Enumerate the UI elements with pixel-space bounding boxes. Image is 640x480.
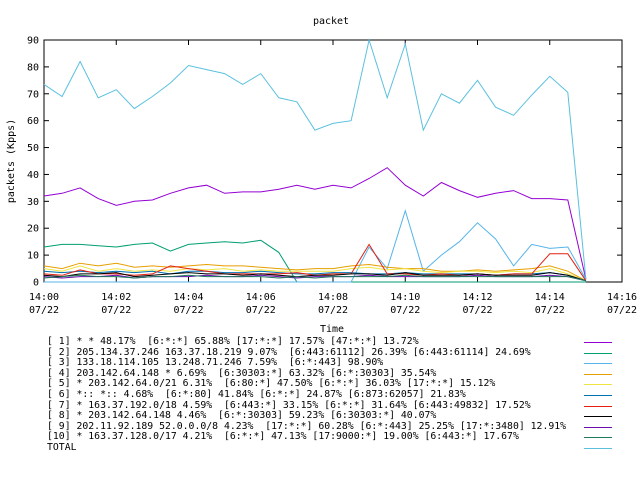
legend: [ 1] * * 48.17% [6:*:*] 65.88% [17:*:*] … (47, 336, 637, 454)
series-line-8 (43, 272, 587, 282)
y-tick-label: 20 (27, 224, 39, 235)
x-tick-date-label: 07/22 (29, 305, 59, 316)
legend-entry: [ 7] * 163.37.192.0/18 4.59% [6:443:*] 3… (47, 399, 637, 412)
y-tick-label: 30 (27, 197, 39, 208)
y-tick-label: 50 (27, 143, 39, 154)
x-tick-date-label: 07/22 (318, 305, 348, 316)
x-tick-time-label: 14:16 (607, 292, 637, 303)
legend-swatch (584, 437, 612, 439)
series-line-4 (43, 262, 587, 282)
legend-entry: [ 6] *:: *:: 4.68% [6:*:80] 41.84% [6:*:… (47, 388, 637, 401)
legend-label: [ 7] * 163.37.192.0/18 4.59% [6:443:*] 3… (47, 399, 531, 411)
legend-swatch (584, 384, 612, 386)
legend-label: [10] * 163.37.128.0/17 4.21% [6:*:*] 47.… (47, 431, 519, 443)
legend-swatch (584, 363, 612, 365)
y-tick-label: 10 (27, 251, 39, 262)
x-tick-date-label: 07/22 (101, 305, 131, 316)
x-tick-time-label: 14:08 (318, 292, 348, 303)
series-line-3 (44, 208, 587, 283)
legend-label: [ 8] * 203.142.64.148 4.46% [6:*:30303] … (47, 410, 437, 422)
x-tick-time-label: 14:10 (390, 292, 420, 303)
x-tick-date-label: 07/22 (246, 305, 276, 316)
legend-label: [ 6] *:: *:: 4.68% [6:*:80] 41.84% [6:*:… (47, 388, 466, 400)
y-axis-label: packets (Kpps) (6, 119, 17, 203)
legend-swatch (584, 447, 612, 449)
y-tick-label: 90 (27, 36, 39, 47)
series-lines (43, 38, 587, 283)
legend-entry: [ 9] 202.11.92.189 52.0.0.0/8 4.23% [17:… (47, 420, 637, 433)
x-tick-time-label: 14:04 (173, 292, 203, 303)
x-tick-time-label: 14:12 (462, 292, 492, 303)
legend-swatch (584, 426, 612, 428)
series-line-1 (43, 167, 587, 280)
series-line-11 (43, 38, 587, 280)
legend-swatch (584, 342, 612, 343)
legend-swatch (584, 405, 612, 407)
y-tick-label: 60 (27, 116, 39, 127)
legend-label: [ 5] * 203.142.64.0/21 6.31% [6:80:*] 47… (47, 378, 496, 390)
x-tick-time-label: 14:06 (246, 292, 276, 303)
legend-entry: [ 8] * 203.142.64.148 4.46% [6:*:30303] … (47, 410, 637, 422)
series-line-10 (43, 274, 587, 282)
legend-entry: TOTAL (47, 441, 637, 454)
y-tick-label: 80 (27, 62, 39, 73)
y-axis-ticks: 0 10 20 30 40 50 60 70 80 90 (27, 36, 622, 289)
x-tick-time-label: 14:14 (535, 292, 565, 303)
legend-entry: [ 5] * 203.142.64.0/21 6.31% [6:80:*] 47… (47, 379, 637, 390)
x-axis-ticks: 14:00 07/22 14:02 07/22 14:04 07/22 14:06 07/22… (29, 40, 637, 316)
x-tick-time-label: 14:00 (29, 292, 59, 303)
legend-swatch (584, 394, 612, 396)
legend-swatch (584, 352, 612, 354)
x-tick-date-label: 07/22 (535, 305, 565, 316)
legend-label: TOTAL (47, 441, 77, 453)
legend-entry: [10] * 163.37.128.0/17 4.21% [6:*:*] 47.… (47, 432, 637, 443)
x-tick-time-label: 14:02 (101, 292, 131, 303)
legend-label: [ 3] 133.18.114.105 13.248.71.246 7.59% … (47, 357, 384, 369)
x-tick-date-label: 07/22 (607, 305, 637, 316)
legend-label: [ 1] * * 48.17% [6:*:*] 65.88% [17:*:*] … (47, 336, 419, 347)
y-tick-label: 70 (27, 89, 39, 100)
legend-label: [ 2] 205.134.37.246 163.37.18.219 9.07% … (47, 346, 531, 358)
y-tick-label: 40 (27, 170, 39, 181)
series-line-6 (43, 270, 587, 282)
x-tick-date-label: 07/22 (462, 305, 492, 316)
series-line-5 (43, 265, 587, 282)
legend-entry: [ 4] 203.142.64.148 * 6.69% [6:30303:*] … (47, 367, 637, 380)
x-tick-date-label: 07/22 (390, 305, 420, 316)
legend-label: [ 4] 203.142.64.148 * 6.69% [6:30303:*] … (47, 367, 437, 379)
legend-swatch (584, 373, 612, 375)
y-tick-label: 0 (33, 278, 39, 289)
legend-entry: [ 2] 205.134.37.246 163.37.18.219 9.07% … (47, 346, 637, 359)
legend-swatch (584, 416, 612, 418)
legend-label: [ 9] 202.11.92.189 52.0.0.0/8 4.23% [17:… (47, 420, 567, 432)
x-tick-date-label: 07/22 (173, 305, 203, 316)
x-axis-label: Time (320, 324, 344, 335)
legend-entry: [ 1] * * 48.17% [6:*:*] 65.88% [17:*:*] … (47, 336, 637, 348)
chart-title: packet (313, 16, 349, 27)
legend-entry: [ 3] 133.18.114.105 13.248.71.246 7.59% … (47, 357, 637, 369)
